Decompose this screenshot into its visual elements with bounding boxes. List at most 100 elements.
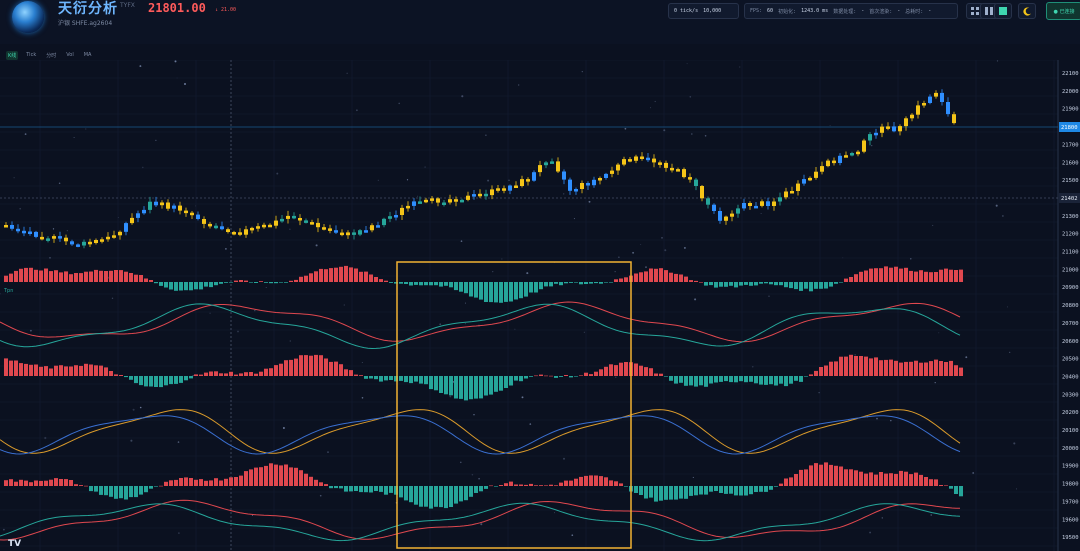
histogram-bar <box>559 376 563 377</box>
histogram-bar <box>719 376 723 382</box>
histogram-bar <box>99 486 103 495</box>
connection-status-button[interactable]: ● 已连接 <box>1046 2 1080 20</box>
candle-body <box>136 213 140 218</box>
candle-body <box>106 236 110 240</box>
histogram-bar <box>419 486 423 507</box>
histogram-bar <box>709 282 713 286</box>
histogram-bar <box>59 365 63 376</box>
histogram-bar <box>619 362 623 376</box>
histogram-bar <box>469 282 473 297</box>
star-dot <box>1002 215 1004 217</box>
histogram-bar <box>14 481 18 486</box>
histogram-bar <box>334 486 338 489</box>
histogram-bar <box>279 465 283 486</box>
histogram-bar <box>939 361 943 376</box>
star-dot <box>654 100 656 103</box>
histogram-bar <box>114 486 118 499</box>
histogram-bar <box>44 480 48 486</box>
price-change: ↓ 21.00 <box>215 7 237 13</box>
price-axis-label: 21100 <box>1062 250 1079 256</box>
histogram-bar <box>274 464 278 486</box>
star-dot <box>529 423 532 425</box>
candle-body <box>514 185 518 188</box>
histogram-bar <box>749 486 753 495</box>
candle-body <box>952 114 956 124</box>
candle-body <box>478 193 482 197</box>
candle-body <box>598 178 602 181</box>
candle-body <box>928 96 932 103</box>
tab-vol[interactable]: Vol <box>66 52 74 58</box>
histogram-bar <box>229 371 233 376</box>
histogram-bar <box>284 360 288 376</box>
star-dot <box>938 332 940 334</box>
histogram-bar <box>144 486 148 493</box>
histogram-bar <box>199 479 203 486</box>
candle-body <box>922 103 926 106</box>
histogram-bar <box>944 268 948 282</box>
histogram-bar <box>689 486 693 496</box>
histogram-bar <box>649 486 653 498</box>
histogram-bar <box>924 362 928 376</box>
histogram-bar <box>804 282 808 289</box>
histogram-bar <box>409 282 413 286</box>
candle-body <box>70 241 74 245</box>
star-dot <box>640 243 642 245</box>
histogram-bar <box>734 282 738 288</box>
histogram-bar <box>144 278 148 282</box>
candle-body <box>208 223 212 227</box>
histogram-bar <box>764 486 768 492</box>
star-dot <box>346 72 348 74</box>
histogram-bar <box>509 481 513 486</box>
square-icon[interactable] <box>994 3 1012 19</box>
histogram-bar <box>624 362 628 376</box>
histogram-bar <box>479 282 483 300</box>
star-dot <box>818 392 820 394</box>
candle-body <box>568 179 572 191</box>
tab-ma[interactable]: MA <box>83 52 92 58</box>
candle-body <box>154 201 158 206</box>
histogram-bar <box>844 278 848 282</box>
candle-body <box>526 179 530 182</box>
histogram-bar <box>544 375 548 377</box>
candle-body <box>868 134 872 141</box>
candle-body <box>358 230 362 235</box>
histogram-bar <box>824 365 828 376</box>
tab-kline[interactable]: K线 <box>6 51 19 60</box>
kline-chart[interactable]: 2210022000219002180021700216002150021400… <box>0 60 1080 551</box>
star-dot <box>932 224 934 226</box>
star-dot <box>972 472 975 474</box>
histogram-bar <box>159 282 163 286</box>
histogram-bar <box>584 372 588 376</box>
candle-body <box>22 230 26 234</box>
histogram-bar <box>319 355 323 376</box>
histogram-bar <box>379 279 383 282</box>
histogram-bar <box>539 485 543 486</box>
tab-timeshare[interactable]: 分时 <box>46 53 57 59</box>
histogram-bar <box>399 486 403 498</box>
histogram-bar <box>654 268 658 282</box>
histogram-bar <box>744 486 748 496</box>
candle-body <box>586 183 590 186</box>
histogram-bar <box>829 282 833 287</box>
histogram-bar <box>124 271 128 282</box>
star-dot <box>13 177 15 179</box>
candle-body <box>742 203 746 209</box>
histogram-bar <box>544 282 548 287</box>
histogram-bar <box>869 268 873 282</box>
tab-tick[interactable]: Tick <box>26 52 37 58</box>
moon-icon[interactable] <box>1018 3 1036 19</box>
histogram-bar <box>899 268 903 282</box>
histogram-bar <box>799 469 803 486</box>
histogram-bar <box>494 376 498 392</box>
candle-body <box>424 199 428 203</box>
candle-body <box>244 229 248 235</box>
histogram-bar <box>694 486 698 496</box>
histogram-bar <box>884 473 888 486</box>
star-dot <box>471 473 474 476</box>
histogram-bar <box>549 375 553 377</box>
histogram-bar <box>289 280 293 282</box>
histogram-bar <box>474 282 478 298</box>
tick-count: 10,000 <box>703 8 722 14</box>
histogram-bar <box>459 486 463 502</box>
histogram-bar <box>554 485 558 486</box>
